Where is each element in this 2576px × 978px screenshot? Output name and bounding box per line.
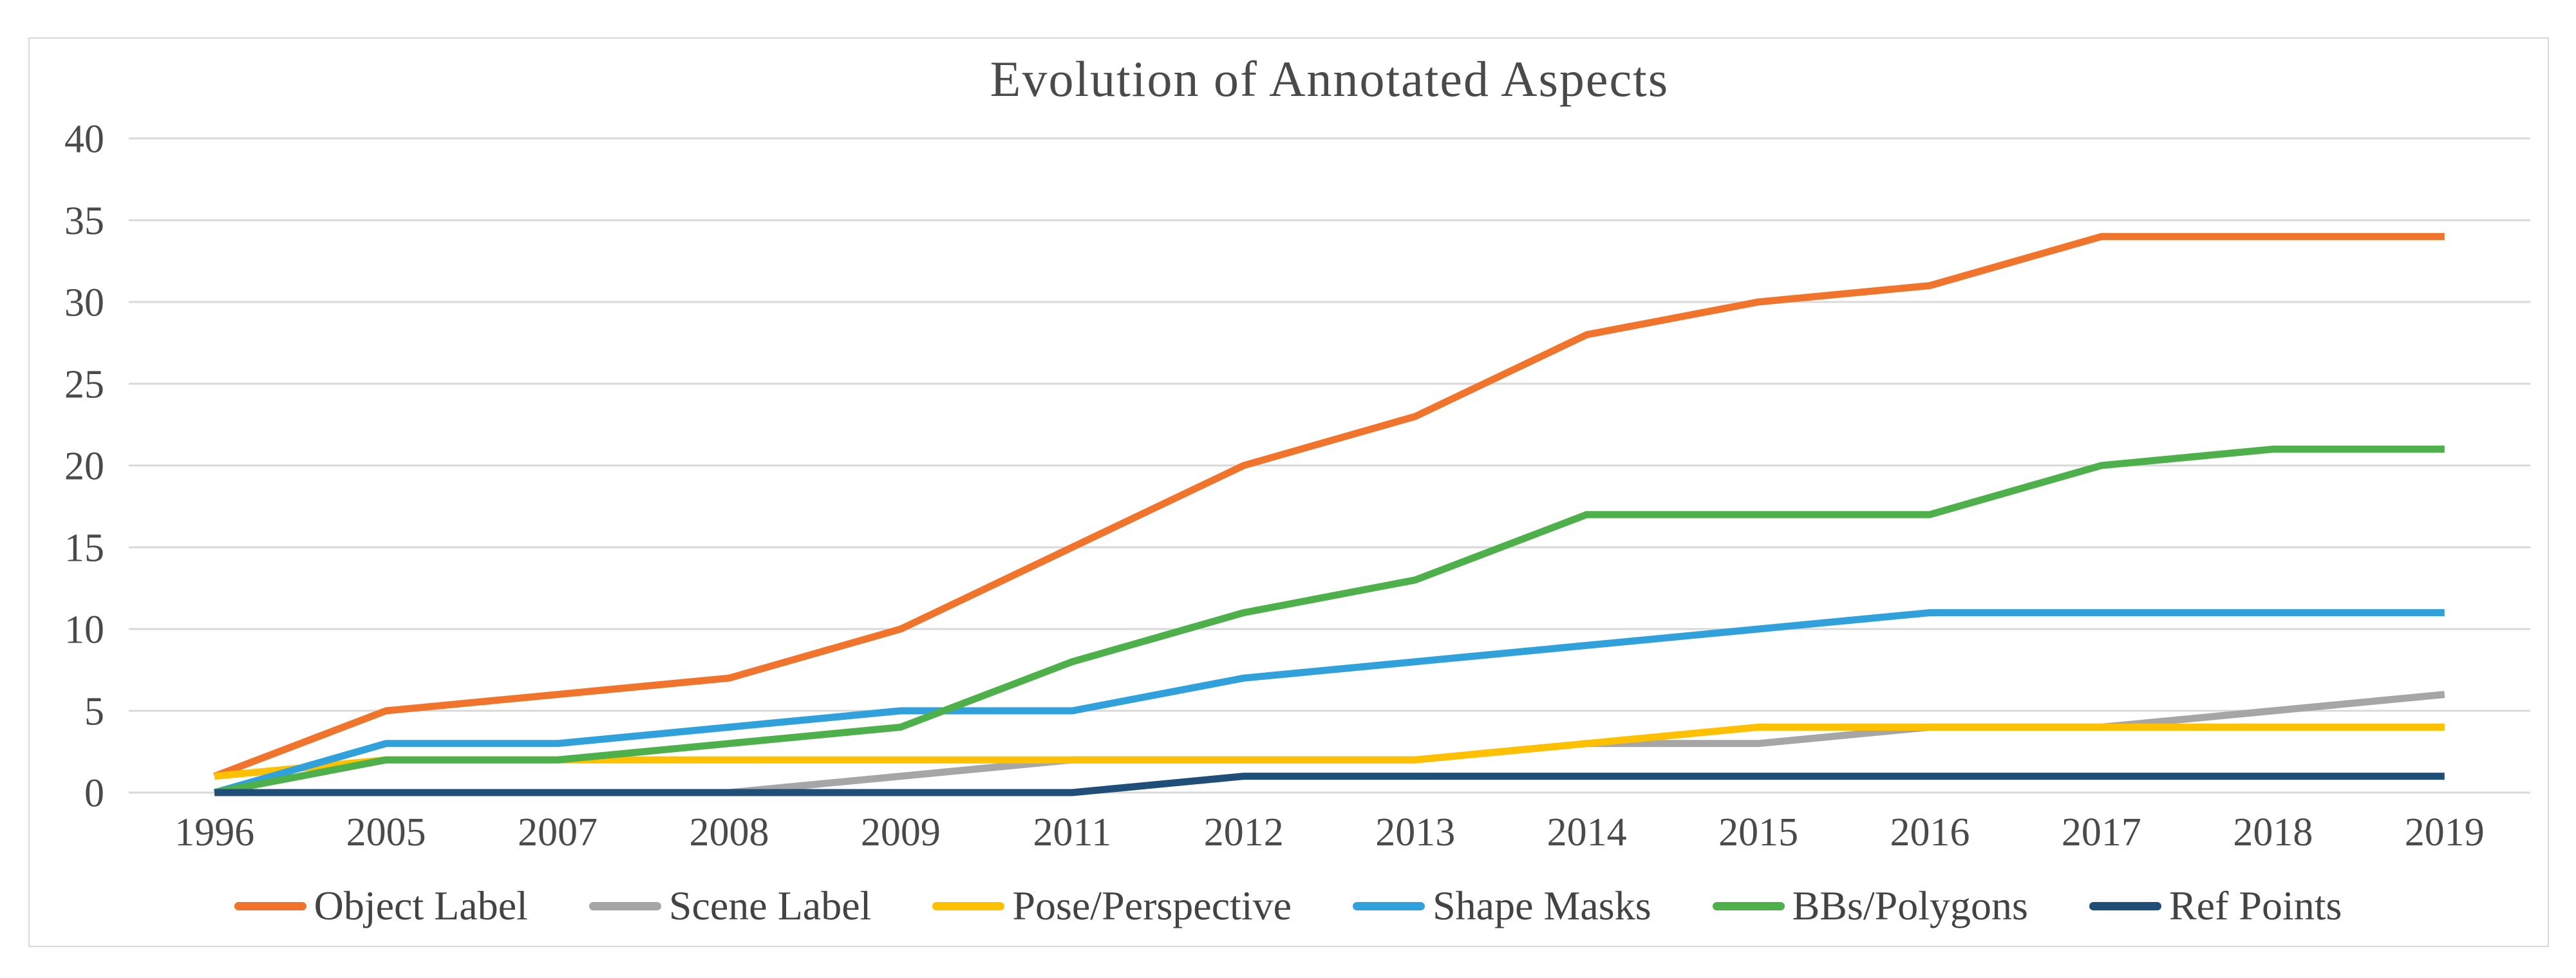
y-tick-label: 0: [84, 772, 104, 816]
legend-label: Shape Masks: [1433, 883, 1651, 928]
legend-swatch-icon: [1712, 901, 1785, 910]
chart-title: Evolution of Annotated Aspects: [990, 51, 1669, 107]
y-tick-label: 40: [64, 118, 104, 162]
x-tick-label: 2008: [690, 811, 769, 854]
legend-item: Shape Masks: [1353, 882, 1651, 930]
x-tick-label: 2016: [1890, 811, 1970, 854]
x-tick-label: 2014: [1547, 811, 1627, 854]
legend-item: Object Label: [234, 882, 528, 930]
legend-label: Scene Label: [668, 883, 872, 928]
legend-swatch-icon: [1353, 901, 1425, 910]
legend-swatch-icon: [2089, 901, 2161, 910]
x-tick-label: 2015: [1718, 811, 1798, 854]
legend-swatch-icon: [234, 901, 306, 910]
legend-label: Ref Points: [2168, 883, 2342, 928]
x-tick-label: 2012: [1204, 811, 1284, 854]
legend-item: Pose/Perspective: [932, 882, 1292, 930]
legend-item: Ref Points: [2089, 882, 2342, 930]
legend-label: Pose/Perspective: [1012, 883, 1292, 928]
x-tick-label: 2019: [2405, 811, 2485, 854]
x-tick-label: 2005: [346, 811, 426, 854]
series-line: [214, 446, 2445, 796]
x-tick-label: 2009: [861, 811, 941, 854]
series-line: [214, 723, 2445, 780]
series-line: [213, 232, 2445, 780]
series-line: [214, 773, 2445, 796]
x-tick-label: 1996: [174, 811, 254, 854]
legend-item: BBs/Polygons: [1712, 882, 2028, 930]
legend-item: Scene Label: [588, 882, 872, 930]
y-tick-label: 10: [64, 608, 104, 652]
legend-label: BBs/Polygons: [1792, 883, 2028, 928]
y-tick-label: 25: [64, 363, 104, 407]
x-tick-label: 2011: [1033, 811, 1112, 854]
legend-swatch-icon: [588, 901, 661, 910]
x-tick-label: 2013: [1375, 811, 1455, 854]
legend-swatch-icon: [932, 901, 1005, 910]
series-line: [213, 609, 2445, 796]
y-tick-label: 5: [84, 690, 104, 734]
x-tick-label: 2017: [2062, 811, 2141, 854]
y-tick-label: 20: [64, 445, 104, 489]
y-tick-label: 15: [64, 527, 104, 570]
y-tick-label: 35: [64, 200, 104, 243]
x-tick-label: 2007: [518, 811, 597, 854]
y-tick-label: 30: [64, 281, 104, 325]
x-tick-label: 2018: [2233, 811, 2313, 854]
chart-legend: Object Label Scene Label Pose/Perspective S…: [0, 877, 2576, 935]
legend-label: Object Label: [314, 883, 528, 928]
